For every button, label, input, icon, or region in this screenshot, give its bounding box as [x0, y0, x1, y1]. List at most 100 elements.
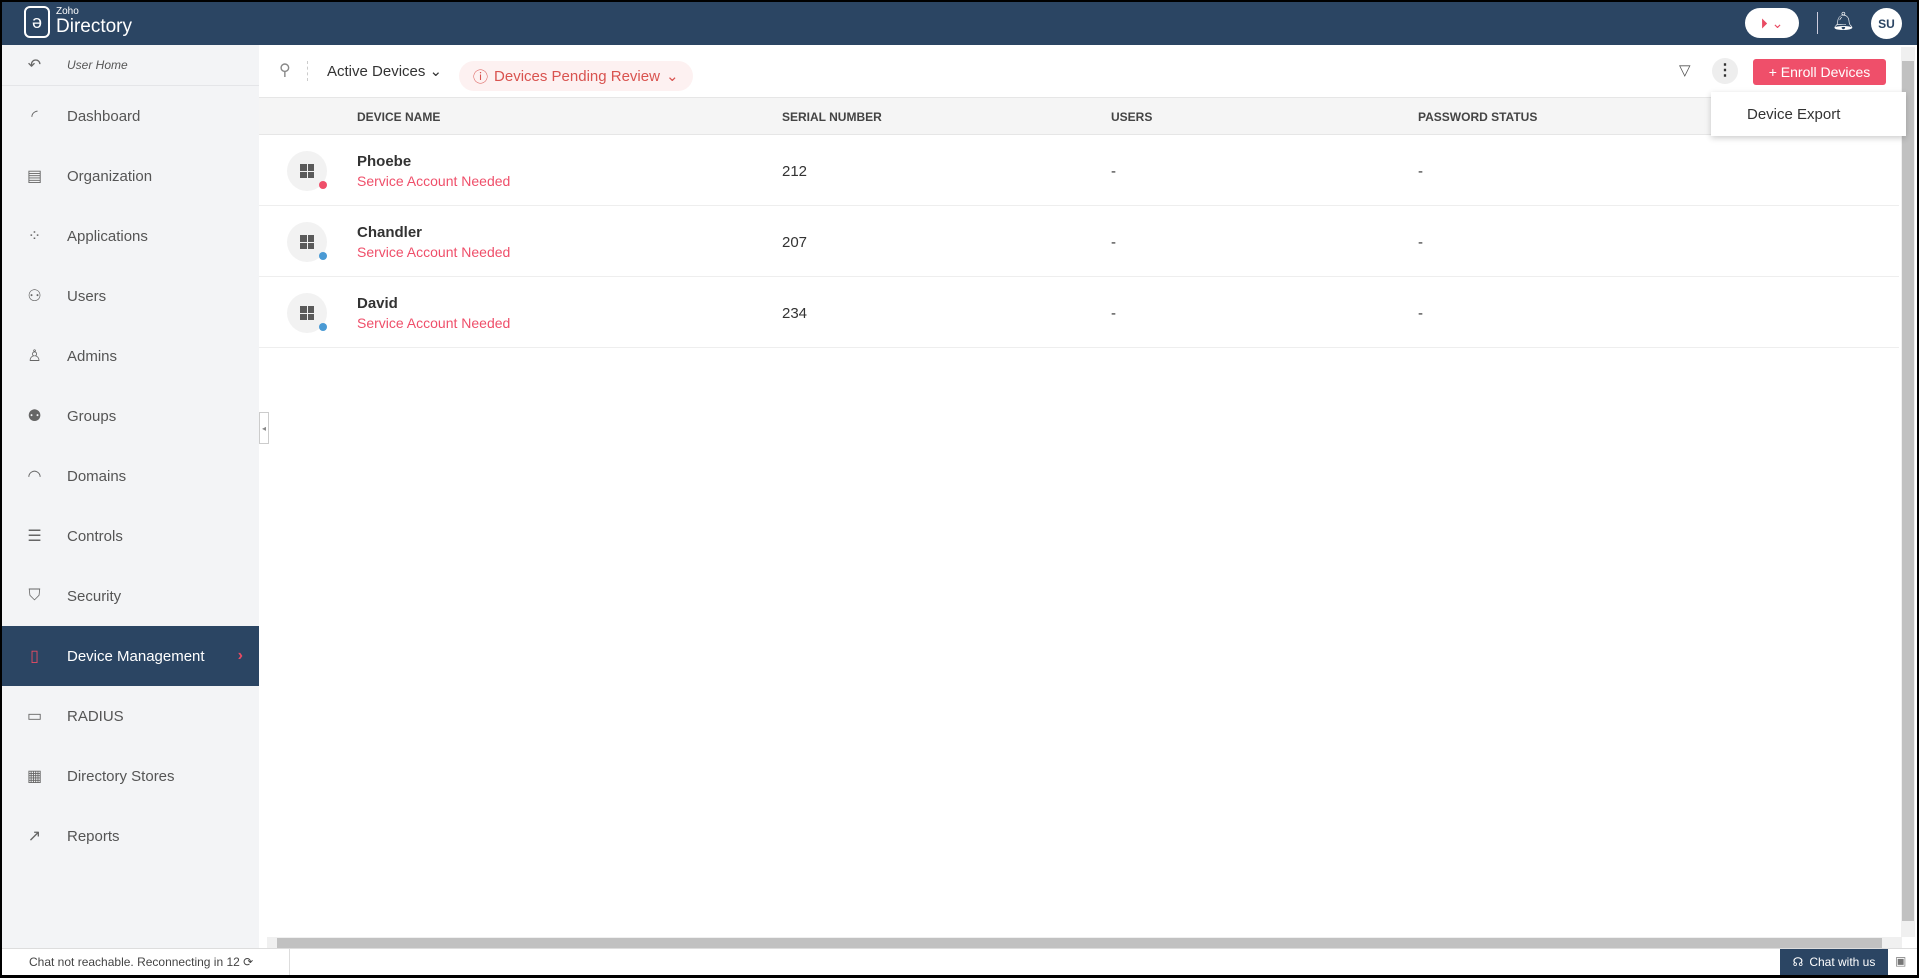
sidebar-item-users[interactable]: ⚇ Users: [2, 266, 259, 326]
chat-status-text: Chat not reachable. Reconnecting in 12: [29, 955, 240, 969]
filter-icon[interactable]: ▽: [1679, 62, 1691, 79]
chevron-down-icon: ⌄: [1771, 14, 1784, 31]
sidebar-item-admins[interactable]: ♙ Admins: [2, 326, 259, 386]
logo[interactable]: ə Zoho Directory: [24, 6, 132, 38]
menu-item-device-export[interactable]: Device Export: [1711, 92, 1906, 136]
sidebar-item-label: Domains: [67, 467, 127, 485]
device-name[interactable]: Chandler: [357, 224, 423, 241]
sidebar-item-label: RADIUS: [67, 707, 124, 725]
main-content: ⚲ Active Devices ⌄ ⓘ Devices Pending Revi…: [259, 45, 1906, 348]
pending-label: Devices Pending Review: [494, 67, 660, 85]
table-row[interactable]: Chandler Service Account Needed 207 - -: [259, 206, 1899, 277]
device-status: Service Account Needed: [357, 244, 511, 260]
sidebar-item-label: Applications: [67, 227, 148, 245]
sidebar-item-controls[interactable]: ☰ Controls: [2, 506, 259, 566]
user-home-label: User Home: [67, 58, 128, 72]
sidebar-item-domains[interactable]: ◠ Domains: [2, 446, 259, 506]
status-dot: [319, 181, 327, 189]
security-icon: ⛉: [28, 587, 41, 604]
back-arrow-icon: ↶: [27, 57, 42, 74]
sidebar-item-radius[interactable]: ▭ RADIUS: [2, 686, 259, 746]
user-home-link[interactable]: ↶ User Home: [2, 45, 259, 86]
horizontal-scrollbar[interactable]: [267, 937, 1902, 949]
column-password-status[interactable]: PASSWORD STATUS: [1418, 110, 1538, 124]
device-name[interactable]: Phoebe: [357, 153, 412, 170]
password-status: -: [1418, 305, 1423, 322]
view-label: Active Devices: [327, 63, 426, 80]
sidebar-item-label: Device Management: [67, 647, 205, 665]
sidebar-item-label: Admins: [67, 347, 118, 365]
organization-icon: ▤: [26, 168, 43, 185]
chevron-down-icon: ⌄: [665, 68, 679, 85]
sidebar-item-security[interactable]: ⛉ Security: [2, 566, 259, 626]
refresh-icon[interactable]: ⟳: [243, 955, 254, 969]
device-management-icon: ▯: [30, 648, 39, 665]
directory-stores-icon: ▦: [26, 768, 43, 785]
sidebar-item-dashboard[interactable]: ◜ Dashboard: [2, 86, 259, 146]
pending-review-dropdown[interactable]: ⓘ Devices Pending Review ⌄: [459, 61, 693, 91]
more-options-button[interactable]: ⋮: [1712, 58, 1738, 84]
serial-number: 207: [782, 234, 808, 251]
admins-icon: ♙: [27, 348, 42, 365]
users-value: -: [1111, 305, 1116, 322]
toolbar: ⚲ Active Devices ⌄ ⓘ Devices Pending Revi…: [259, 45, 1899, 95]
scroll-thumb[interactable]: [277, 938, 1882, 948]
view-dropdown[interactable]: Active Devices ⌄: [327, 62, 442, 80]
users-value: -: [1111, 234, 1116, 251]
sidebar-item-label: Groups: [67, 407, 117, 425]
windows-device-icon: [287, 222, 327, 262]
controls-icon: ☰: [27, 528, 42, 545]
scroll-thumb[interactable]: [1902, 61, 1914, 921]
applications-icon: ⁘: [27, 228, 42, 245]
password-status: -: [1418, 234, 1423, 251]
brand-small: Zoho: [56, 6, 79, 17]
sidebar-collapse-handle[interactable]: ◂: [259, 412, 269, 444]
sidebar: ↶ User Home ◜ Dashboard ▤ Organization ⁘ Appli…: [2, 45, 259, 950]
enroll-devices-button[interactable]: + Enroll Devices: [1753, 59, 1886, 85]
sidebar-item-organization[interactable]: ▤ Organization: [2, 146, 259, 206]
device-status: Service Account Needed: [357, 315, 511, 331]
divider: [307, 61, 308, 81]
chevron-down-icon: ⌄: [429, 63, 443, 80]
sidebar-item-applications[interactable]: ⁘ Applications: [2, 206, 259, 266]
chevron-right-icon: ›: [237, 647, 243, 664]
device-name[interactable]: David: [357, 295, 398, 312]
sidebar-item-directory-stores[interactable]: ▦ Directory Stores: [2, 746, 259, 806]
directory-logo-icon: ə: [24, 6, 50, 38]
sidebar-item-label: Security: [67, 587, 122, 605]
brand-name: Directory: [56, 16, 133, 37]
divider: [1817, 12, 1818, 34]
search-icon[interactable]: ⚲: [279, 62, 291, 79]
users-icon: ⚇: [27, 288, 42, 305]
table-header: DEVICE NAME SERIAL NUMBER USERS PASSWORD…: [259, 97, 1899, 135]
chat-with-us-button[interactable]: ☊ Chat with us: [1780, 949, 1888, 975]
bell-icon[interactable]: 🔔︎: [1832, 11, 1855, 31]
table-row[interactable]: Phoebe Service Account Needed 212 - -: [259, 135, 1899, 206]
serial-number: 212: [782, 163, 808, 180]
sidebar-item-label: Dashboard: [67, 107, 141, 125]
sidebar-item-label: Directory Stores: [67, 767, 175, 785]
sidebar-item-label: Controls: [67, 527, 123, 545]
record-icon: ⏵: [1760, 14, 1768, 31]
info-icon: ⓘ: [473, 68, 489, 86]
table-row[interactable]: David Service Account Needed 234 - -: [259, 277, 1899, 348]
top-bar: ə Zoho Directory ⏵ ⌄ 🔔︎ SU: [2, 2, 1917, 45]
chat-window-icon[interactable]: ▣: [1895, 954, 1907, 968]
column-users[interactable]: USERS: [1111, 110, 1153, 124]
chat-status: Chat not reachable. Reconnecting in 12 ⟳: [2, 949, 290, 975]
recording-menu-button[interactable]: ⏵ ⌄: [1745, 8, 1799, 38]
vertical-scrollbar[interactable]: [1901, 47, 1915, 937]
column-serial-number[interactable]: SERIAL NUMBER: [782, 110, 882, 124]
windows-device-icon: [287, 151, 327, 191]
column-device-name[interactable]: DEVICE NAME: [357, 110, 441, 124]
domains-icon: ◠: [27, 468, 42, 485]
windows-device-icon: [287, 293, 327, 333]
sidebar-item-groups[interactable]: ⚉ Groups: [2, 386, 259, 446]
sidebar-item-label: Users: [67, 287, 107, 305]
avatar[interactable]: SU: [1871, 8, 1902, 39]
status-dot: [319, 323, 327, 331]
sidebar-item-device-management[interactable]: ▯ Device Management ›: [2, 626, 259, 686]
reports-icon: ↗: [27, 828, 42, 845]
sidebar-item-reports[interactable]: ↗ Reports: [2, 806, 259, 866]
